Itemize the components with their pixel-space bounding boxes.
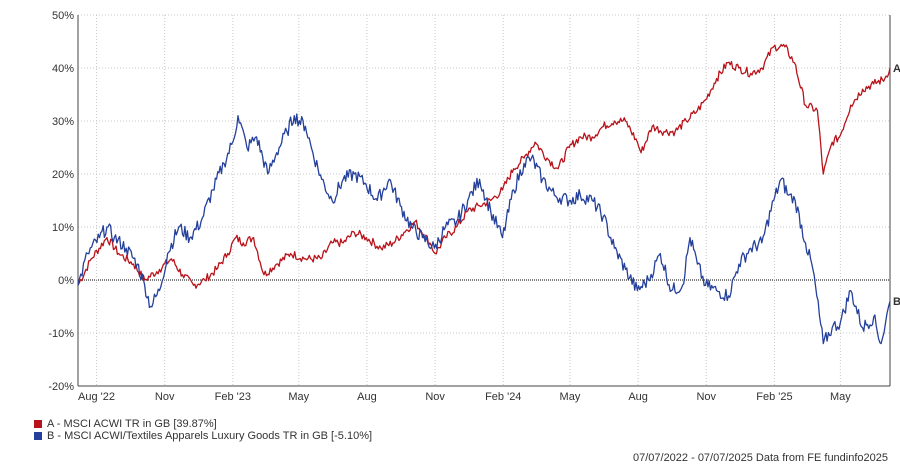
- y-tick-label: 10%: [52, 222, 74, 234]
- x-tick-label: Feb '24: [485, 391, 521, 403]
- legend-swatch-b: [34, 432, 42, 440]
- series-end-label-b: B: [893, 296, 900, 308]
- footer-source: 07/07/2022 - 07/07/2025 Data from FE fun…: [632, 452, 888, 464]
- x-tick-label: Nov: [425, 391, 445, 403]
- x-tick-label: Aug '22: [78, 391, 115, 403]
- y-tick-label: 0%: [58, 275, 74, 287]
- series-line-a: [77, 43, 891, 289]
- y-tick-label: 50%: [52, 10, 74, 22]
- series-end-label-a: A: [893, 63, 900, 75]
- x-tick-label: Aug: [628, 391, 648, 403]
- x-tick-label: May: [288, 391, 309, 403]
- x-tick-label: Feb '23: [215, 391, 251, 403]
- y-tick-label: 30%: [52, 116, 74, 128]
- series-line-b: [77, 113, 891, 345]
- legend-label-b: B - MSCI ACWI/Textiles Apparels Luxury G…: [47, 430, 373, 442]
- legend-item-a: A - MSCI ACWI TR in GB [39.87%]: [34, 418, 372, 430]
- x-tick-label: Feb '25: [756, 391, 792, 403]
- y-tick-label: -10%: [48, 328, 74, 340]
- x-tick-label: Aug: [357, 391, 377, 403]
- legend-label-a: A - MSCI ACWI TR in GB [39.87%]: [47, 418, 217, 430]
- y-tick-label: 20%: [52, 169, 74, 181]
- x-tick-label: May: [830, 391, 851, 403]
- x-tick-label: May: [560, 391, 581, 403]
- y-tick-label: 40%: [52, 63, 74, 75]
- x-tick-label: Nov: [155, 391, 175, 403]
- y-tick-label: -20%: [48, 381, 74, 393]
- legend-item-b: B - MSCI ACWI/Textiles Apparels Luxury G…: [34, 430, 372, 442]
- x-tick-label: Nov: [696, 391, 716, 403]
- legend-swatch-a: [34, 420, 42, 428]
- legend: A - MSCI ACWI TR in GB [39.87%] B - MSCI…: [34, 418, 372, 442]
